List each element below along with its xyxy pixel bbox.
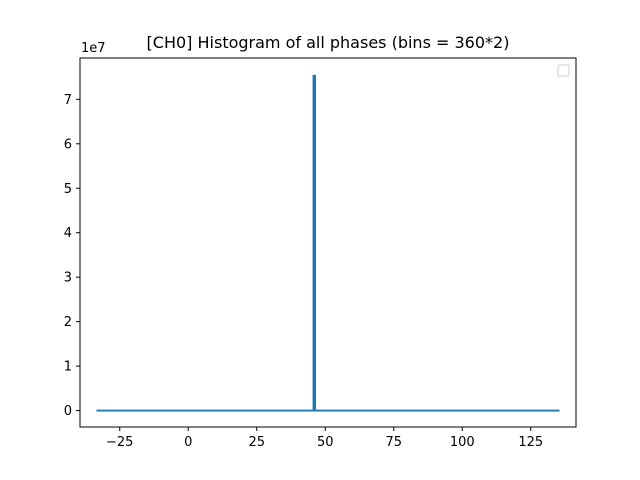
y-tick-label: 1: [64, 360, 72, 375]
chart-title: [CH0] Histogram of all phases (bins = 36…: [147, 33, 510, 52]
x-tick-label: 125: [518, 435, 543, 450]
plot-area: [96, 74, 560, 412]
y-offset-label: 1e7: [81, 41, 106, 56]
x-tick-label: 75: [385, 435, 402, 450]
y-tick-label: 5: [64, 182, 72, 197]
x-axis-ticks: −25 0 25 50 75 100 125: [106, 427, 543, 450]
y-tick-label: 0: [64, 404, 72, 419]
y-tick-label: 3: [64, 271, 72, 286]
y-tick-label: 4: [64, 226, 72, 241]
y-tick-label: 2: [64, 315, 72, 330]
y-tick-label: 6: [64, 137, 72, 152]
y-axis-ticks: 0 1 2 3 4 5 6 7: [64, 93, 80, 419]
legend-box: [557, 64, 570, 77]
axes-frame: [79, 57, 577, 428]
x-tick-label: 25: [248, 435, 265, 450]
x-tick-label: 100: [450, 435, 475, 450]
x-tick-label: 50: [317, 435, 334, 450]
x-tick-label: 0: [184, 435, 192, 450]
series-line-0: [96, 74, 560, 412]
x-tick-label: −25: [106, 435, 133, 450]
y-tick-label: 7: [64, 93, 72, 108]
